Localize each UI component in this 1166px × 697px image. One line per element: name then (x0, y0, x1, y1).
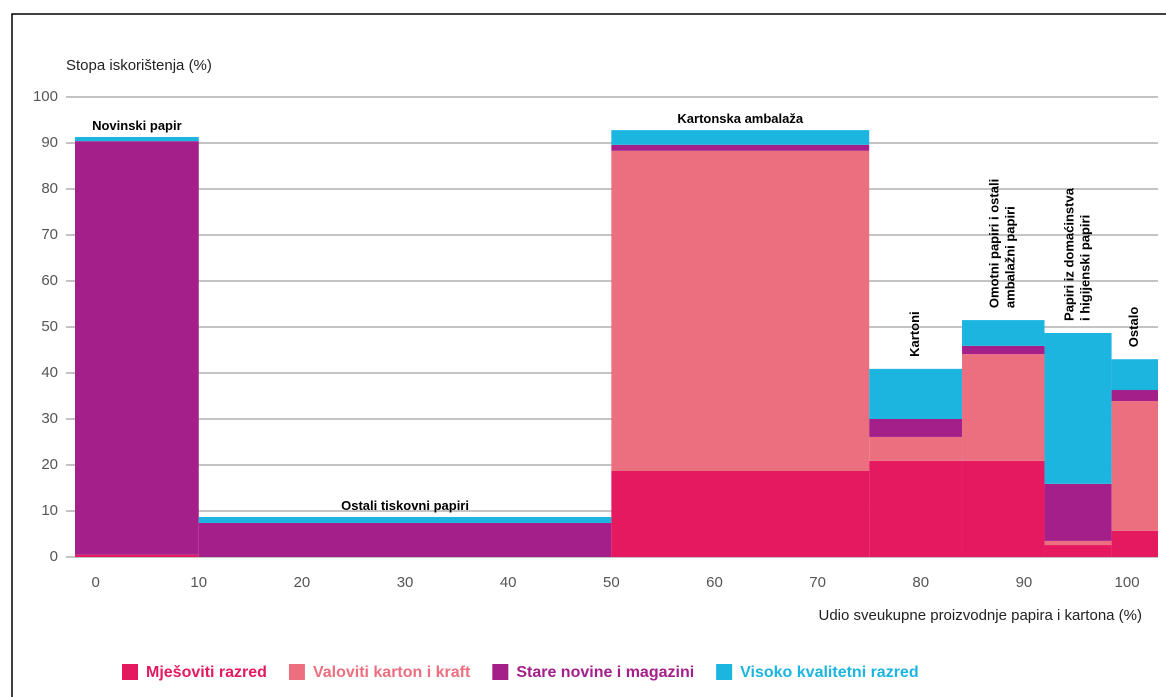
bar-segment (611, 150, 870, 471)
category-label-line: Ostali tiskovni papiri (341, 498, 469, 513)
bar-segment (1044, 545, 1112, 557)
category-label: Kartonska ambalaža (677, 112, 803, 127)
frame (11, 13, 1166, 697)
x-tick-label: 30 (397, 574, 414, 591)
y-tick-label: 20 (41, 456, 58, 473)
y-tick-label: 60 (41, 272, 58, 289)
bar-segment (962, 345, 1045, 355)
x-tick-label: 90 (1016, 574, 1033, 591)
legend-label: Stare novine i magazini (516, 664, 694, 681)
bar-segment (1111, 401, 1158, 531)
y-tick-label: 0 (50, 548, 58, 565)
bar-segment (1111, 390, 1158, 402)
bar-segment (198, 516, 612, 523)
bar-segment (869, 419, 963, 437)
y-tick-label: 30 (41, 410, 58, 427)
bar-segment (869, 460, 963, 557)
legend-swatch (492, 664, 509, 680)
bar-segment (75, 137, 199, 142)
bar-segment (198, 522, 612, 557)
y-axis-label: Stopa iskorištenja (%) (66, 57, 212, 74)
legend-label: Visoko kvalitetni razred (740, 664, 918, 681)
category-label: Ostalo (1126, 307, 1141, 348)
x-tick-label: 10 (190, 574, 207, 591)
category-label: Kartoni (907, 311, 922, 357)
bar-segment (1044, 483, 1112, 541)
bar-segment (611, 144, 870, 151)
y-tick-label: 40 (41, 364, 58, 381)
category-label: Omotni papiri i ostali (987, 179, 1002, 308)
y-tick-label: 90 (41, 134, 58, 151)
y-tick-label: 10 (41, 502, 58, 519)
bar-segment (869, 368, 963, 419)
x-tick-label: 20 (294, 574, 311, 591)
y-tick-label: 100 (33, 88, 58, 105)
bar-segment (75, 141, 199, 555)
x-axis-label: Udio sveukupne proizvodnje papira i kart… (818, 607, 1142, 624)
y-tick-label: 70 (41, 226, 58, 243)
bar-segment (1111, 359, 1158, 391)
category-label: Papiri iz domaćinstva (1062, 187, 1077, 321)
x-tick-label: 50 (603, 574, 620, 591)
legend-swatch (122, 664, 138, 680)
bar-segment (962, 354, 1045, 461)
bar-segment (611, 470, 870, 557)
bar-segment (1044, 540, 1112, 546)
bar-segment (962, 460, 1045, 557)
category-label: Ostali tiskovni papiri (341, 498, 469, 513)
x-tick-label: 40 (500, 574, 517, 591)
bar-segment (1111, 530, 1158, 557)
y-tick-label: 80 (41, 180, 58, 197)
x-tick-label: 100 (1115, 574, 1140, 591)
bar-segment (962, 320, 1045, 346)
bar-segment (1044, 332, 1112, 484)
legend-label: Mješoviti razred (146, 664, 267, 681)
category-label: ambalažni papiri (1003, 206, 1018, 308)
category-label-line: Novinski papir (92, 118, 182, 133)
x-tick-label: 70 (809, 574, 826, 591)
x-tick-label: 60 (706, 574, 723, 591)
legend-swatch (288, 664, 305, 680)
x-tick-label: 80 (912, 574, 929, 591)
legend-label: Valoviti karton i kraft (313, 664, 471, 681)
bar-segment (611, 130, 870, 145)
y-tick-label: 50 (41, 318, 58, 335)
bar-segment (869, 436, 963, 461)
bar-segment (75, 554, 199, 557)
x-tick-label: 0 (91, 574, 99, 591)
category-label: i higijenski papiri (1078, 215, 1093, 321)
category-label: Novinski papir (92, 118, 182, 133)
legend-swatch (716, 664, 733, 680)
category-label-line: Kartonska ambalaža (677, 112, 803, 127)
